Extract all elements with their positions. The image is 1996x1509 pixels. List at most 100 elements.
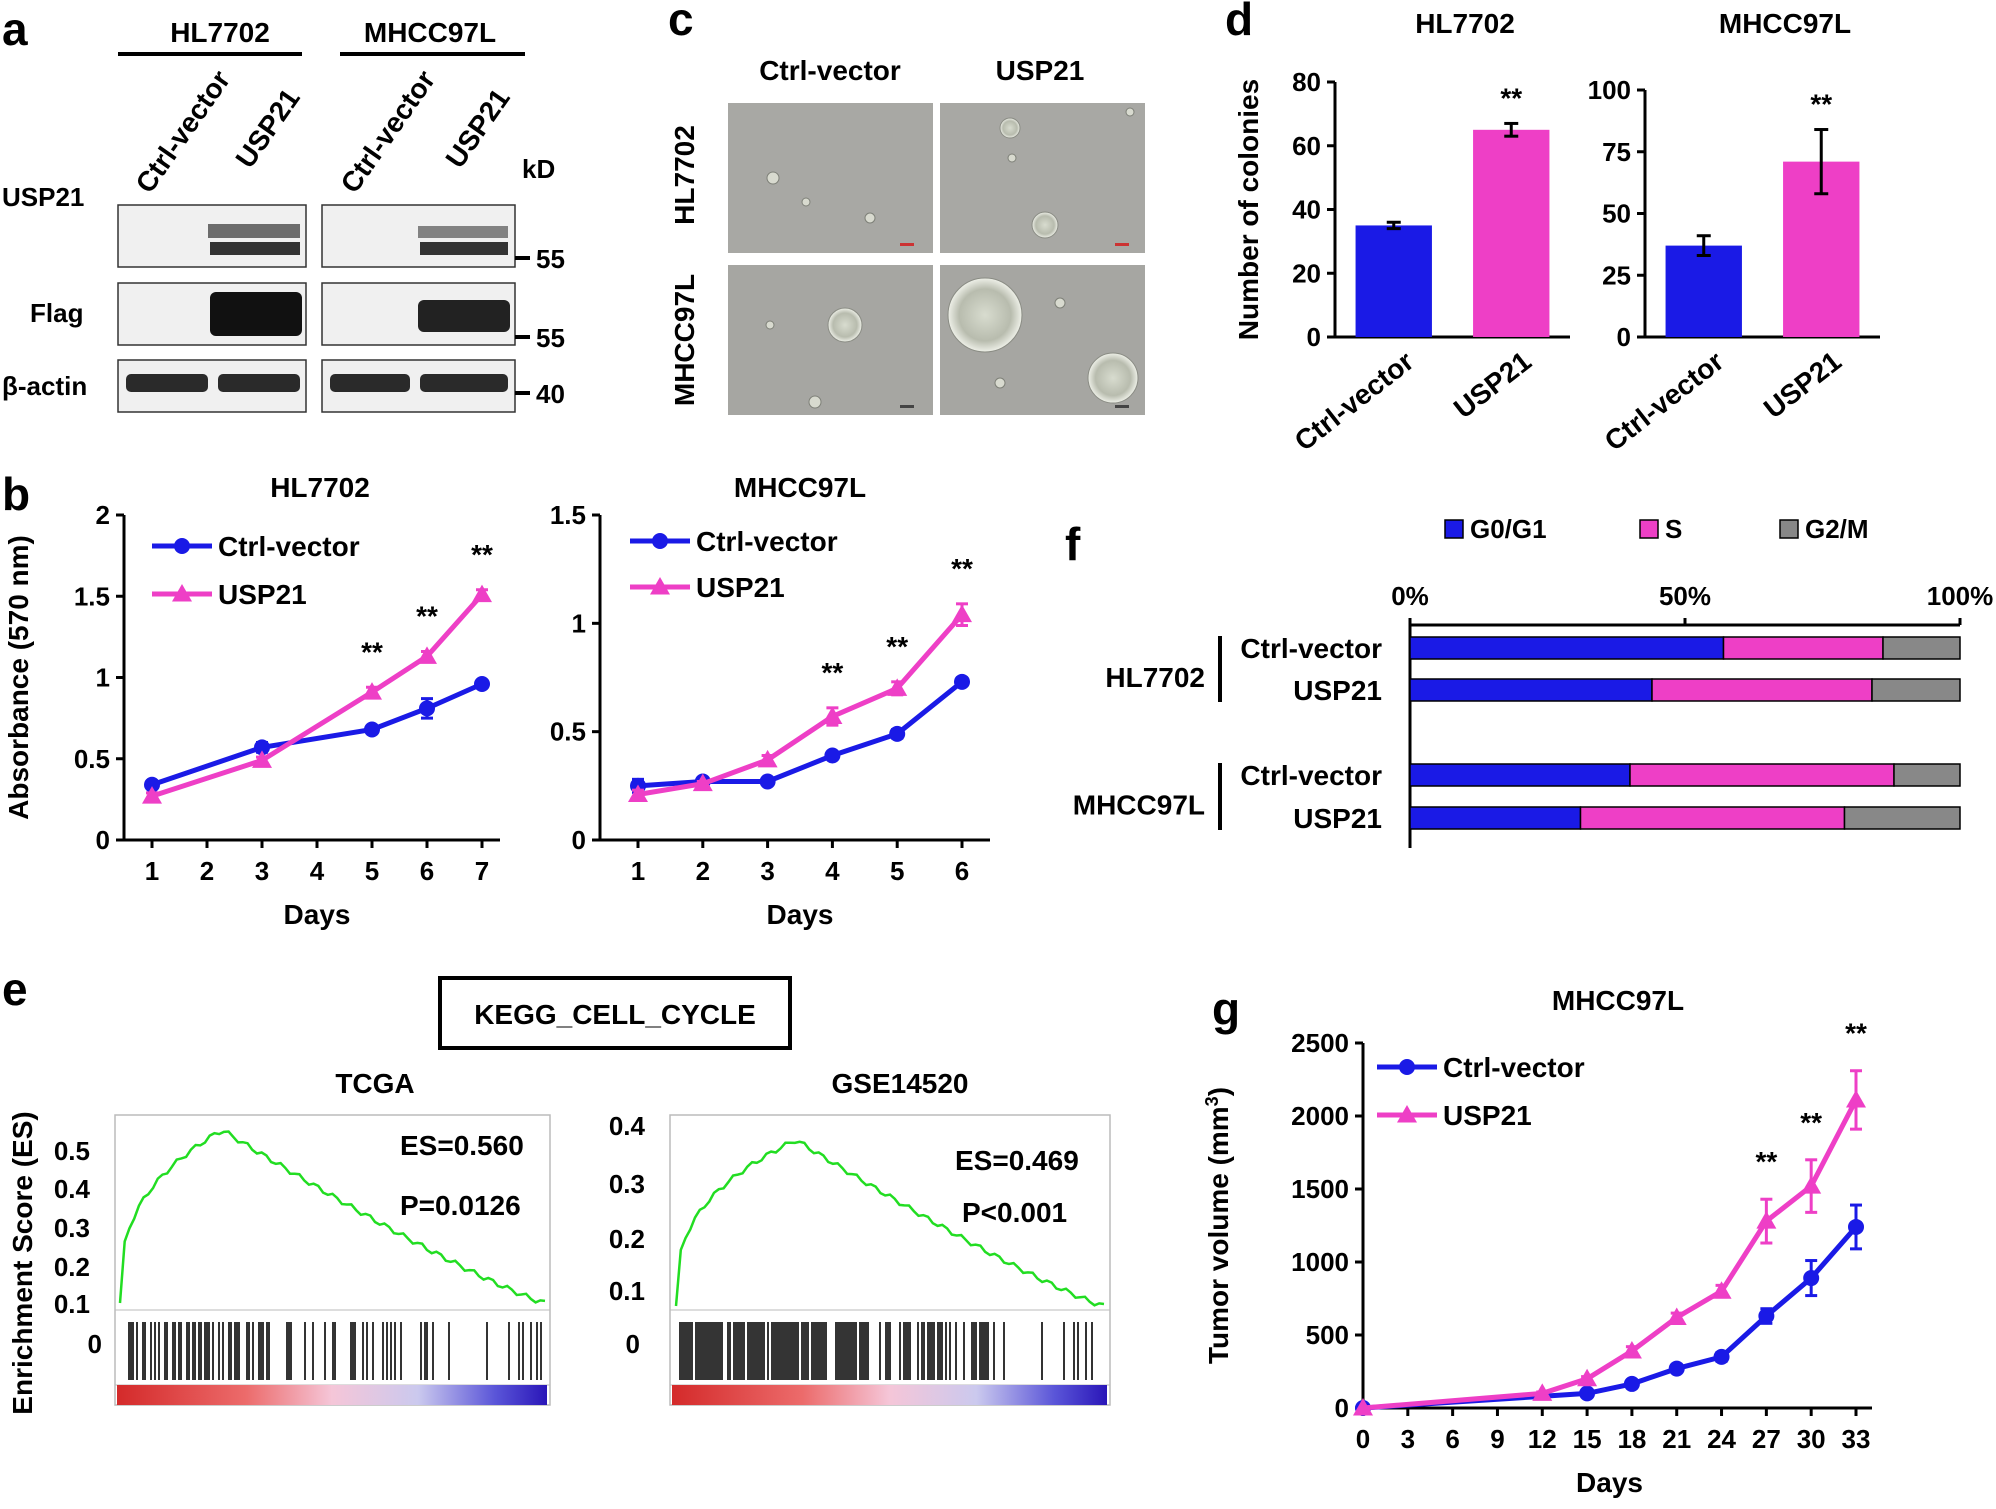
significance-label: ** (1845, 1018, 1867, 1049)
y-tick-label: 0.5 (74, 744, 110, 774)
micrograph-row-label: HL7702 (669, 125, 700, 225)
lane-label: Ctrl-vector (335, 65, 442, 199)
bar (1355, 225, 1432, 337)
legend-label: Ctrl-vector (696, 526, 838, 557)
es-axis-label: Enrichment Score (ES) (7, 1111, 38, 1414)
stacked-bar-segment (1871, 678, 1961, 702)
category-label: USP21 (1448, 345, 1537, 424)
rank-gradient (117, 1385, 547, 1405)
stacked-bar-segment (1409, 678, 1653, 702)
x-tick-label: 100% (1927, 581, 1994, 611)
x-tick-label: 33 (1842, 1424, 1871, 1454)
data-point (650, 577, 670, 595)
y-tick-label: 20 (1292, 258, 1321, 288)
panel-e: e KEGG_CELL_CYCLE Enrichment Score (ES) … (2, 963, 1111, 1415)
series-line (637, 613, 964, 797)
es-tick: 0.5 (54, 1136, 90, 1166)
es-tick: 0.3 (609, 1169, 645, 1199)
es-zero: 0 (88, 1329, 102, 1359)
kd-marker: 55 (536, 323, 565, 353)
panel-d-letter: d (1225, 0, 1253, 45)
data-point (1803, 1270, 1820, 1287)
x-tick-label: 0 (1356, 1424, 1370, 1454)
panel-b-letter: b (2, 468, 30, 520)
legend-label: USP21 (696, 572, 785, 603)
row-label: Ctrl-vector (1240, 760, 1382, 791)
y-tick-label: 100 (1588, 75, 1631, 105)
legend-swatch (1444, 519, 1464, 539)
data-point (1846, 1089, 1866, 1108)
blot-row-label: USP21 (2, 182, 84, 212)
significance-label: ** (951, 553, 973, 584)
hit-ticks (128, 1322, 542, 1380)
es-tick: 0.1 (54, 1289, 90, 1319)
bar (1473, 129, 1550, 337)
data-point (419, 700, 435, 717)
x-tick-label: 12 (1528, 1424, 1557, 1454)
y-tick-label: 80 (1292, 67, 1321, 97)
micrograph-column-label: Ctrl-vector (759, 55, 901, 86)
data-point (952, 604, 972, 623)
data-point (1621, 1341, 1642, 1359)
western-group-label: HL7702 (170, 17, 270, 48)
data-point (1666, 1307, 1687, 1325)
data-point (628, 784, 648, 802)
chart-f-cell-cycle: 0% 50% 100% G0/G1 S G2/M HL7702 Ctrl-vector USP2… (1073, 514, 1993, 848)
y-tick-label: 0 (1335, 1393, 1349, 1423)
data-point (1758, 1308, 1775, 1325)
lane-label: Ctrl-vector (130, 65, 237, 199)
x-tick-label: 18 (1617, 1424, 1646, 1454)
legend-swatch (1639, 519, 1659, 539)
y-tick-label: 60 (1292, 131, 1321, 161)
data-point (692, 773, 713, 792)
x-tick-label: 0% (1391, 581, 1429, 611)
y-tick-label: 0 (572, 825, 586, 855)
group-label: HL7702 (1105, 662, 1205, 693)
chart-b-hl7702: 0 0.5 1 1.5 2 1 2 3 4 5 6 7 HL7702 Days Absorbance (57… (3, 472, 500, 930)
blot-row-label: Flag (30, 298, 83, 328)
x-tick-label: 6 (420, 856, 434, 886)
micrograph-hl7702-usp21 (940, 103, 1145, 253)
bar (1665, 245, 1742, 337)
data-point (1397, 1105, 1417, 1123)
group-label: MHCC97L (1073, 790, 1205, 821)
chart-d-hl7702: 0 20 40 60 80 HL7702 Number of colonies Ctrl-ve… (1233, 8, 1570, 457)
data-point (1532, 1383, 1553, 1401)
panel-c: c Ctrl-vector USP21 HL7702 MHCC97L (668, 0, 1145, 415)
y-tick-label: 0.5 (550, 717, 586, 747)
data-point (757, 749, 778, 768)
micrograph-mhcc97l-usp21 (940, 265, 1145, 415)
data-point (759, 773, 776, 790)
lane-label: USP21 (440, 83, 516, 173)
x-tick-label: 5 (890, 856, 904, 886)
series-line (1362, 1225, 1858, 1411)
data-point (822, 706, 843, 724)
y-tick-label: 1000 (1291, 1247, 1349, 1277)
x-tick-label: 3 (760, 856, 774, 886)
data-point (254, 739, 270, 756)
data-point (889, 725, 906, 742)
panel-c-letter: c (668, 0, 694, 45)
y-tick-label: 0 (96, 825, 110, 855)
data-point (1623, 1375, 1640, 1392)
significance-label: ** (361, 636, 383, 667)
y-tick-label: 1 (572, 608, 586, 638)
chart-title: MHCC97L (1719, 8, 1851, 39)
es-tick: 0.3 (54, 1213, 90, 1243)
es-tick: 0.2 (54, 1252, 90, 1282)
significance-label: ** (1755, 1146, 1777, 1177)
chart-title: HL7702 (270, 472, 370, 503)
stacked-bar-segment (1882, 636, 1961, 660)
stacked-bar-segment (1651, 678, 1873, 702)
x-tick-label: 1 (145, 856, 159, 886)
es-tick: 0.2 (609, 1224, 645, 1254)
y-tick-label: 1.5 (550, 500, 586, 530)
chart-title: MHCC97L (734, 472, 866, 503)
p-value: P=0.0126 (400, 1190, 521, 1221)
x-tick-label: 27 (1752, 1424, 1781, 1454)
gene-set-title: KEGG_CELL_CYCLE (474, 999, 756, 1030)
stacked-bar-segment (1409, 806, 1582, 830)
x-axis-label: Days (284, 899, 351, 930)
y-tick-label: 0 (1307, 322, 1321, 352)
